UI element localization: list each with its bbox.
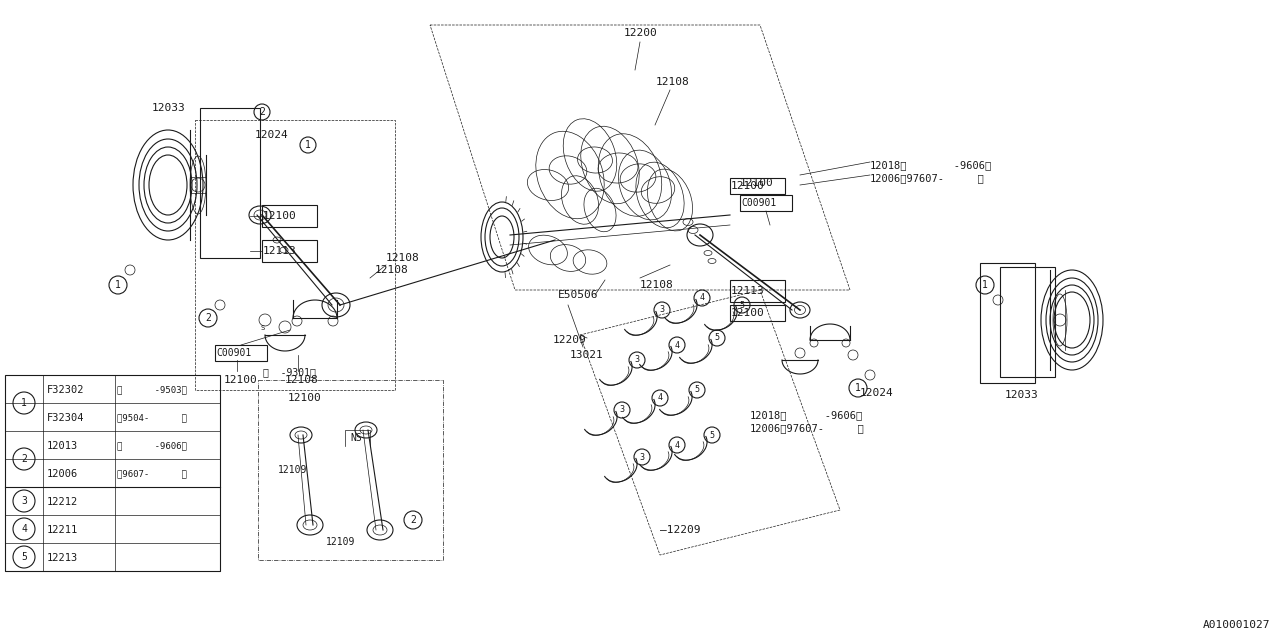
Text: 1: 1: [982, 280, 988, 290]
Text: 12100: 12100: [731, 308, 764, 318]
Bar: [262, 205, 317, 227]
Text: 12100: 12100: [731, 181, 764, 191]
Text: -9606〉: -9606〉: [934, 160, 991, 170]
Text: 12108: 12108: [640, 280, 673, 290]
Text: 12024: 12024: [860, 388, 893, 398]
Text: 12108: 12108: [285, 375, 319, 385]
Text: 4: 4: [658, 394, 663, 403]
Bar: [980, 263, 1036, 383]
Text: 12109: 12109: [278, 465, 307, 475]
Bar: [215, 345, 268, 361]
Bar: [259, 380, 443, 560]
Bar: [5, 375, 220, 571]
Text: 12033: 12033: [1005, 390, 1039, 400]
Text: 3: 3: [635, 355, 640, 365]
Bar: [730, 178, 785, 194]
Text: 1: 1: [305, 140, 311, 150]
Text: 13021: 13021: [570, 350, 604, 360]
Bar: [200, 108, 260, 258]
Text: 5: 5: [714, 333, 719, 342]
Text: 12013: 12013: [47, 441, 78, 451]
Text: 4: 4: [675, 440, 680, 449]
Text: 12018〈: 12018〈: [750, 410, 787, 420]
Text: F32304: F32304: [47, 413, 84, 423]
Text: 12100: 12100: [262, 211, 297, 221]
Text: 4: 4: [675, 340, 680, 349]
Text: 12024: 12024: [255, 130, 289, 140]
Text: 3: 3: [659, 305, 664, 314]
Text: C00901: C00901: [216, 348, 251, 358]
Text: 12200: 12200: [625, 28, 658, 38]
Text: 3: 3: [20, 496, 27, 506]
Text: S: S: [261, 325, 265, 331]
Bar: [730, 280, 785, 302]
Text: —12209: —12209: [660, 525, 700, 535]
Text: 12108: 12108: [375, 265, 408, 275]
Text: 〈9607-      〉: 〈9607- 〉: [116, 470, 187, 479]
Bar: [740, 195, 792, 211]
Text: 1: 1: [115, 280, 120, 290]
Text: 4: 4: [699, 294, 704, 303]
Text: 2: 2: [259, 107, 265, 117]
Text: 5: 5: [695, 385, 699, 394]
Text: 4: 4: [20, 524, 27, 534]
Text: 〈  -9301〉: 〈 -9301〉: [262, 367, 316, 377]
Text: A010001027: A010001027: [1202, 620, 1270, 630]
Text: 12033: 12033: [152, 103, 186, 113]
Text: F32302: F32302: [47, 385, 84, 395]
Bar: [262, 240, 317, 262]
Bar: [1000, 267, 1055, 377]
Text: 5: 5: [20, 552, 27, 562]
Text: 12108: 12108: [657, 77, 690, 87]
Text: 〉: 〉: [820, 423, 864, 433]
Text: 12100: 12100: [224, 375, 257, 385]
Text: 1: 1: [20, 398, 27, 408]
Text: 〈      -9503〉: 〈 -9503〉: [116, 385, 187, 394]
Text: 12006〈97607-: 12006〈97607-: [750, 423, 826, 433]
Text: 12018〈: 12018〈: [870, 160, 908, 170]
Text: 2: 2: [205, 313, 211, 323]
Text: 12212: 12212: [47, 497, 78, 507]
Bar: [730, 305, 785, 321]
Text: 3: 3: [640, 452, 645, 461]
Text: 5: 5: [740, 301, 745, 310]
Text: 3: 3: [620, 406, 625, 415]
Text: 12213: 12213: [47, 553, 78, 563]
Text: 12209: 12209: [553, 335, 586, 345]
Text: C00901: C00901: [741, 198, 776, 208]
Text: 12100: 12100: [288, 393, 321, 403]
Text: 〉: 〉: [940, 173, 984, 183]
Text: 5: 5: [709, 431, 714, 440]
Text: 12113: 12113: [731, 286, 764, 296]
Text: 12006: 12006: [47, 469, 78, 479]
Text: 2: 2: [410, 515, 416, 525]
Text: 〈      -9606〉: 〈 -9606〉: [116, 442, 187, 451]
Text: 〈9504-      〉: 〈9504- 〉: [116, 413, 187, 422]
Text: NS: NS: [349, 433, 362, 443]
Bar: [195, 120, 396, 390]
Text: -9606〉: -9606〉: [806, 410, 863, 420]
Text: 2: 2: [20, 454, 27, 464]
Text: E50506: E50506: [558, 290, 599, 300]
Text: 1: 1: [855, 383, 861, 393]
Text: 12113: 12113: [262, 246, 297, 256]
Text: 12211: 12211: [47, 525, 78, 535]
Text: 12108: 12108: [387, 253, 420, 263]
Text: 12109: 12109: [326, 537, 356, 547]
Text: 12006〈97607-: 12006〈97607-: [870, 173, 945, 183]
Text: 12100: 12100: [740, 178, 773, 188]
